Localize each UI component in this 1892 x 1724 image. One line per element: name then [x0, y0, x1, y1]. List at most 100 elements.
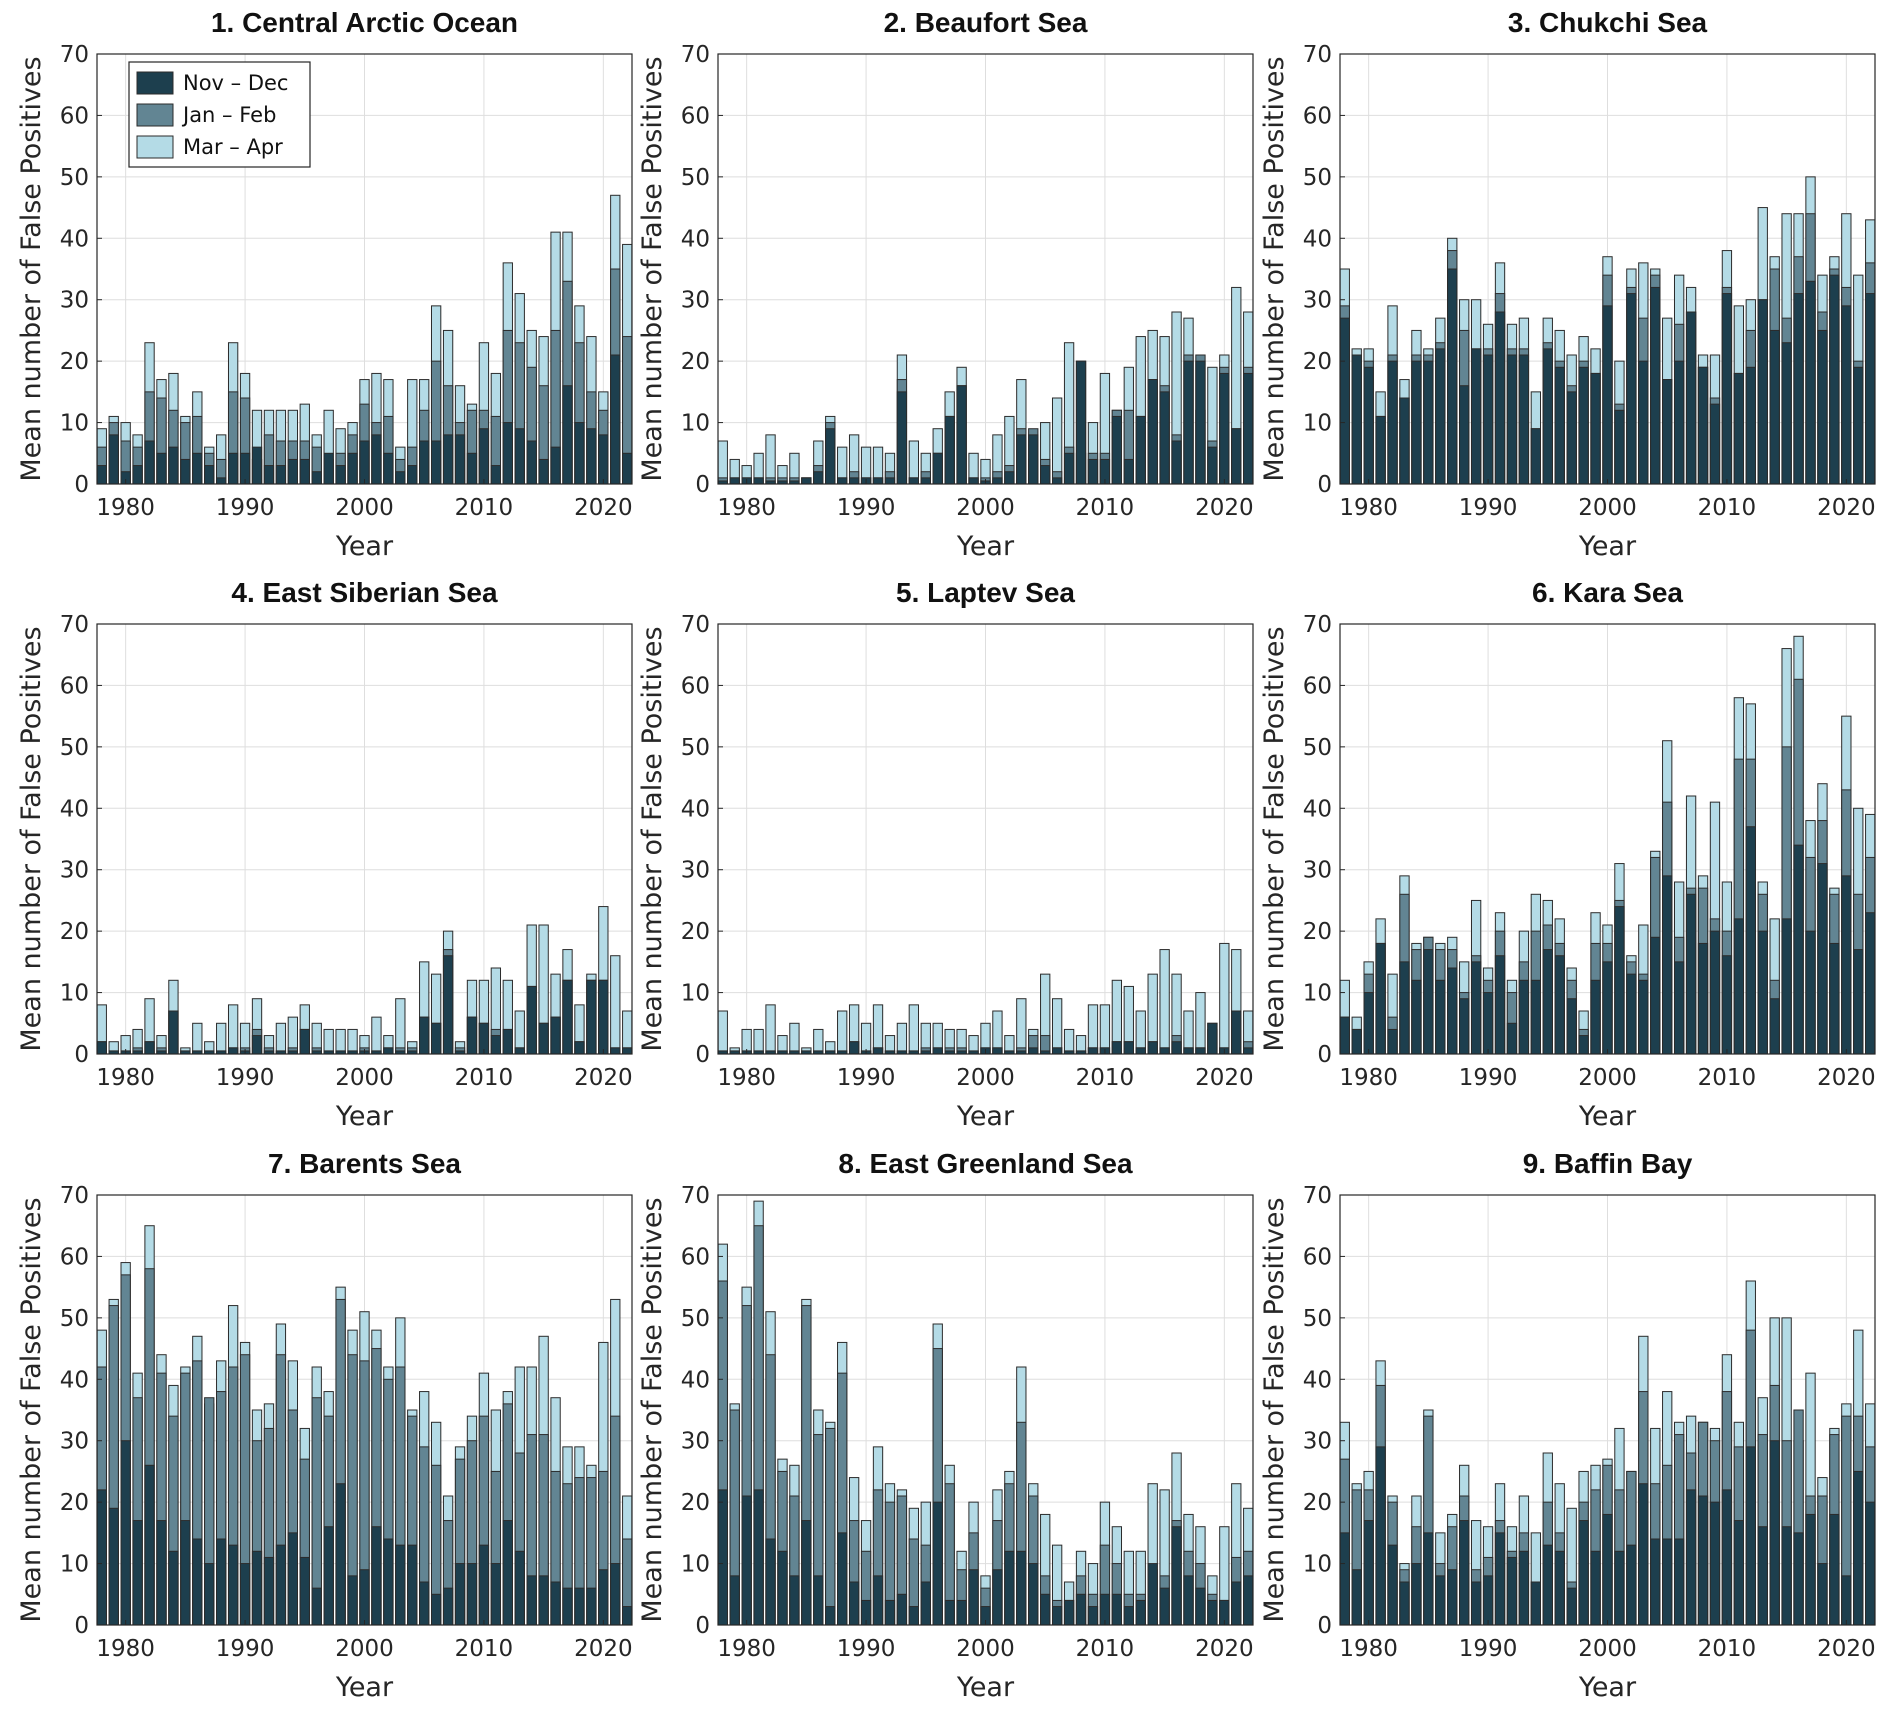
y-tick-label: 30	[1303, 858, 1332, 884]
chart-title: 3. Chukchi Sea	[1508, 7, 1708, 38]
x-tick-label: 1990	[1459, 495, 1518, 521]
bar-nov-dec-2019	[1829, 274, 1840, 485]
bar-nov-dec-2012	[1745, 1446, 1756, 1626]
chart-title: 9. Baffin Bay	[1523, 1148, 1693, 1179]
y-tick-label: 50	[1303, 735, 1332, 761]
bar-nov-dec-2020	[598, 434, 609, 485]
bar-nov-dec-2012	[502, 1520, 513, 1626]
bar-nov-dec-1985	[180, 458, 191, 485]
bar-nov-dec-2004	[1650, 936, 1661, 1055]
y-tick-label: 20	[60, 919, 89, 945]
x-tick-label: 1980	[1339, 1636, 1398, 1662]
y-tick-label: 50	[60, 1306, 89, 1332]
bar-nov-dec-2017	[1805, 1513, 1816, 1626]
y-axis-label: Mean number of False Positives	[1259, 626, 1290, 1051]
bar-nov-dec-1995	[1542, 348, 1553, 485]
bar-nov-dec-1994	[1530, 979, 1541, 1055]
bar-nov-dec-2004	[1028, 434, 1039, 485]
legend-label-nov-dec: Nov – Dec	[183, 71, 288, 95]
bar-nov-dec-2022	[622, 1606, 633, 1626]
subplot-8: 0 10 20 30 40 50 60 70 1980 1990 2000 2010 2020 8. Ea…	[637, 1148, 1254, 1703]
bar-nov-dec-2000	[359, 440, 370, 485]
bar-mar-apr-1993	[275, 1022, 287, 1055]
bar-nov-dec-2013	[514, 428, 525, 485]
x-tick-label: 2010	[455, 1065, 514, 1091]
y-tick-label: 0	[1317, 1613, 1332, 1639]
x-tick-label: 2020	[1817, 495, 1876, 521]
y-tick-label: 30	[60, 288, 89, 314]
x-tick-label: 2000	[1578, 495, 1637, 521]
x-axis-label: Year	[335, 531, 394, 562]
bar-nov-dec-2013	[1757, 930, 1768, 1055]
bar-nov-dec-2019	[1829, 942, 1840, 1055]
bar-nov-dec-2007	[1685, 311, 1697, 485]
bar-nov-dec-1979	[1351, 354, 1362, 485]
bar-nov-dec-2020	[1841, 875, 1852, 1055]
bar-mar-apr-1988	[837, 1010, 848, 1055]
bar-nov-dec-2015	[538, 1575, 549, 1626]
x-tick-label: 1980	[717, 1636, 776, 1662]
bar-nov-dec-2021	[1853, 366, 1864, 485]
bar-nov-dec-2011	[490, 1563, 502, 1626]
bar-nov-dec-1990	[1482, 992, 1494, 1055]
bar-nov-dec-1979	[1351, 1569, 1362, 1626]
x-tick-label: 1980	[717, 495, 776, 521]
bar-nov-dec-1999	[968, 477, 979, 485]
bar-nov-dec-2012	[502, 422, 513, 485]
bar-nov-dec-2017	[562, 979, 573, 1055]
y-axis-label: Mean number of False Positives	[16, 56, 47, 481]
bar-nov-dec-1992	[884, 477, 896, 485]
x-tick-label: 2010	[1076, 1636, 1135, 1662]
bar-nov-dec-1986	[813, 471, 824, 485]
bar-nov-dec-2011	[490, 465, 502, 485]
bar-nov-dec-2009	[466, 1016, 478, 1055]
bar-nov-dec-1996	[932, 1047, 943, 1055]
x-tick-label: 1980	[96, 495, 155, 521]
bar-nov-dec-1996	[311, 471, 322, 485]
chart-title: 1. Central Arctic Ocean	[211, 7, 518, 38]
bar-nov-dec-1996	[311, 1587, 322, 1626]
bar-nov-dec-1998	[1578, 1520, 1589, 1626]
y-tick-label: 10	[681, 411, 710, 437]
bar-nov-dec-2016	[550, 1581, 561, 1626]
bar-nov-dec-1994	[908, 1606, 920, 1626]
x-tick-label: 2020	[1817, 1636, 1876, 1662]
y-tick-label: 10	[681, 981, 710, 1007]
bar-nov-dec-1984	[1411, 1563, 1422, 1626]
bar-nov-dec-2015	[1159, 1047, 1170, 1055]
x-tick-label: 2000	[956, 1636, 1015, 1662]
bar-nov-dec-1994	[1530, 1581, 1541, 1626]
bar-nov-dec-2005	[419, 1016, 430, 1055]
bar-nov-dec-1997	[944, 1599, 955, 1626]
y-tick-label: 60	[1303, 103, 1332, 129]
y-tick-label: 20	[1303, 1490, 1332, 1516]
bar-nov-dec-2001	[1614, 1550, 1625, 1626]
bar-mar-apr-1986	[813, 1028, 824, 1055]
bar-nov-dec-2017	[1183, 1575, 1194, 1626]
bar-nov-dec-2019	[1207, 1599, 1218, 1626]
bar-nov-dec-2019	[1207, 446, 1218, 485]
bar-nov-dec-2022	[1865, 912, 1876, 1055]
bar-nov-dec-1992	[884, 1599, 896, 1626]
bar-nov-dec-1996	[932, 452, 943, 485]
y-tick-label: 70	[60, 42, 89, 68]
y-tick-label: 70	[681, 42, 710, 68]
bar-nov-dec-2019	[586, 428, 597, 485]
bar-nov-dec-2012	[502, 1028, 513, 1055]
bar-nov-dec-1987	[1447, 967, 1458, 1055]
bar-nov-dec-1978	[1339, 1016, 1350, 1055]
bar-nov-dec-2003	[1638, 1483, 1649, 1626]
bar-nov-dec-2016	[1793, 1532, 1804, 1626]
bar-nov-dec-1988	[1459, 385, 1470, 485]
legend-label-jan-feb: Jan – Feb	[181, 103, 276, 127]
bar-nov-dec-2004	[407, 1544, 418, 1626]
y-tick-label: 40	[681, 226, 710, 252]
bar-nov-dec-2015	[538, 1022, 549, 1055]
bar-nov-dec-2001	[992, 477, 1003, 485]
bar-nov-dec-2015	[1781, 918, 1792, 1055]
bar-nov-dec-1989	[848, 1581, 860, 1626]
bar-nov-dec-2014	[1769, 329, 1780, 485]
bar-nov-dec-2017	[1805, 280, 1816, 485]
bar-nov-dec-1982	[144, 1041, 155, 1055]
